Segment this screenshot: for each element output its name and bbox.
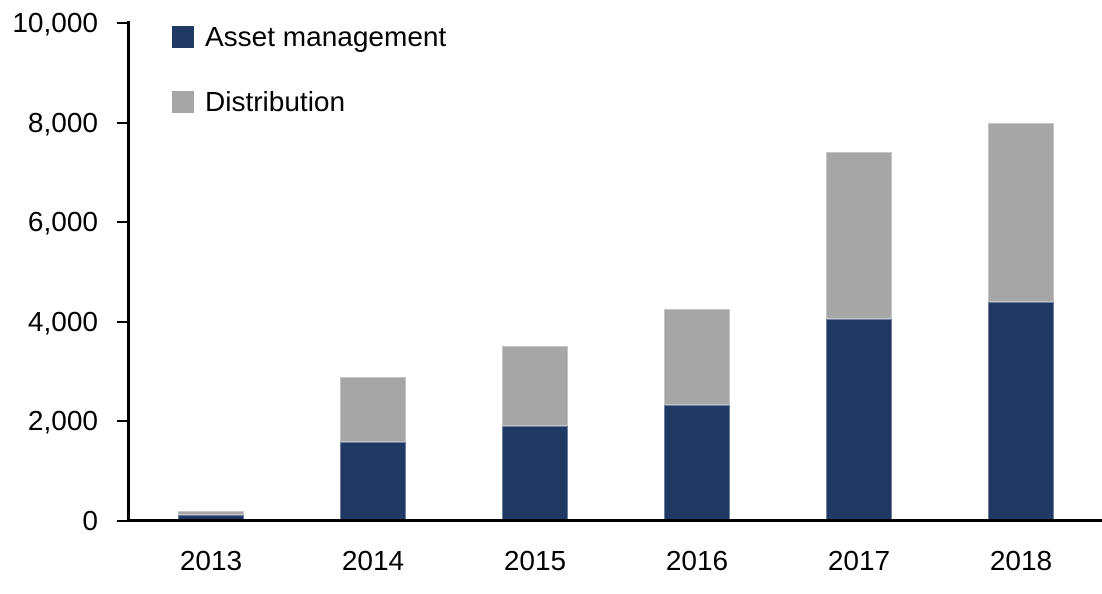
y-axis-tick-label: 2,000: [27, 405, 98, 437]
bar-segment-distribution-2013: [178, 511, 244, 515]
legend-label-distribution: Distribution: [205, 86, 346, 117]
x-axis-label-2015: 2015: [503, 545, 567, 576]
bar-segment-asset-management-2016: [664, 405, 730, 521]
y-axis-tick: [117, 121, 128, 124]
y-axis-tick: [117, 22, 128, 24]
legend-item-asset-management: Asset management: [172, 21, 447, 52]
bar-segment-distribution-2014: [340, 377, 406, 442]
y-axis-tick-label: 10,000: [12, 7, 98, 38]
legend-label-asset-management: Asset management: [205, 21, 447, 52]
y-axis-tick: [117, 420, 128, 423]
x-axis-label-2016: 2016: [665, 545, 729, 576]
bar-segment-asset-management-2015: [502, 426, 568, 521]
bar-segment-distribution-2017: [826, 152, 892, 319]
y-axis-tick: [117, 221, 128, 224]
bar-segment-distribution-2016: [664, 309, 730, 405]
x-axis-label-2013: 2013: [179, 545, 243, 576]
y-axis-tick-label: 0: [82, 505, 98, 536]
y-axis-tick: [117, 320, 128, 323]
y-axis-tick-label: 8,000: [27, 106, 98, 138]
x-axis-label-2018: 2018: [989, 545, 1053, 576]
legend: Asset management Distribution: [172, 21, 447, 154]
bar-segment-asset-management-2017: [826, 319, 892, 521]
bar-segment-distribution-2015: [502, 346, 568, 426]
legend-swatch-asset-management: [172, 26, 194, 48]
bar-segment-asset-management-2018: [988, 302, 1054, 521]
y-axis-tick-label: 4,000: [27, 305, 98, 337]
y-axis-line: [127, 21, 130, 522]
bar-segment-distribution-2018: [988, 123, 1054, 302]
legend-swatch-distribution: [172, 91, 194, 113]
y-axis-tick: [117, 520, 128, 522]
x-axis-label-2017: 2017: [827, 545, 891, 576]
x-axis-line: [127, 519, 1102, 522]
y-axis-tick-label: 6,000: [27, 206, 98, 238]
bar-segment-asset-management-2014: [340, 442, 406, 521]
bar-segment-asset-management-2013: [178, 515, 244, 521]
legend-item-distribution: Distribution: [172, 86, 446, 117]
x-axis-label-2014: 2014: [341, 545, 405, 576]
